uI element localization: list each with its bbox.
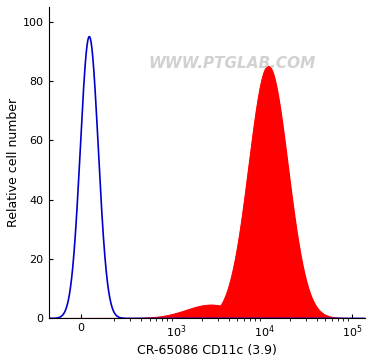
Text: WWW.PTGLAB.COM: WWW.PTGLAB.COM — [148, 56, 316, 71]
X-axis label: CR-65086 CD11c (3.9): CR-65086 CD11c (3.9) — [137, 344, 277, 357]
Y-axis label: Relative cell number: Relative cell number — [7, 98, 20, 227]
